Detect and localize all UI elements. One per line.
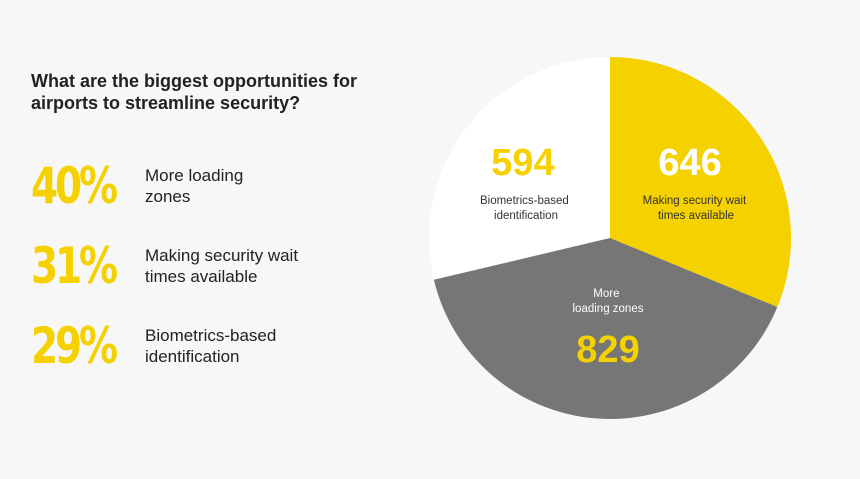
stat-label: More loading zones	[145, 166, 244, 206]
slice-value-loading-zones: 829	[576, 329, 639, 371]
stat-loading-zones: 40% More loading zones	[31, 158, 275, 214]
slice-value-wait-times: 646	[658, 142, 721, 184]
slice-label-biometrics: Biometrics-based identification	[480, 195, 572, 222]
stat-biometrics: 29% Biometrics-based identification	[31, 318, 305, 374]
stat-label: Biometrics-based identification	[145, 326, 277, 366]
stat-percent: 29%	[31, 317, 118, 375]
stat-label: Making security wait times available	[145, 246, 299, 286]
chart-title: What are the biggest opportunities for a…	[31, 71, 358, 113]
stat-percent: 40%	[31, 157, 118, 215]
pie-slice-wait-times	[610, 57, 792, 307]
stat-percent: 31%	[31, 237, 118, 295]
pie-slice-loading-zones	[433, 238, 778, 419]
slice-label-loading-zones: More loading zones	[573, 288, 644, 315]
slice-value-biometrics: 594	[491, 142, 554, 184]
stat-wait-times: 31% Making security wait times available	[31, 238, 320, 294]
slice-label-wait-times: Making security wait times available	[643, 195, 750, 222]
pie-slice-biometrics	[428, 57, 610, 280]
